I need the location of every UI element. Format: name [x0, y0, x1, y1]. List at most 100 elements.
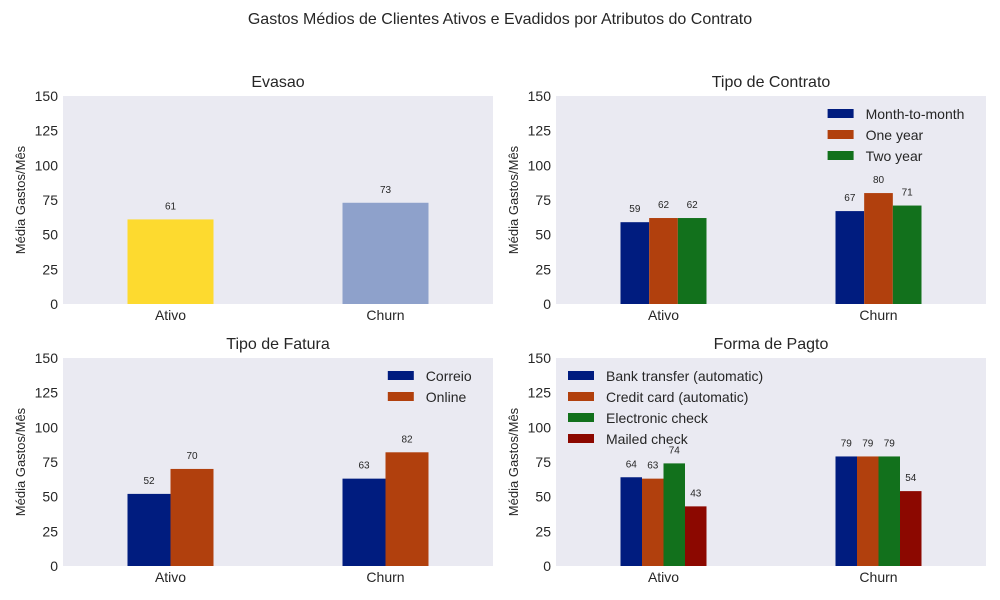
- legend-swatch: [387, 392, 414, 401]
- panel-title: Evasao: [251, 74, 304, 91]
- y-tick-label: 125: [35, 385, 59, 401]
- y-tick-label: 50: [42, 489, 58, 505]
- y-tick-label: 150: [528, 350, 552, 366]
- y-tick-label: 75: [42, 454, 58, 470]
- bar-value-label: 79: [862, 438, 874, 449]
- bar: [620, 222, 650, 304]
- y-tick-label: 150: [35, 88, 59, 104]
- bar-value-label: 67: [844, 193, 856, 204]
- bar-value-label: 54: [905, 473, 917, 484]
- bar-value-label: 82: [401, 434, 413, 445]
- x-tick-label: Ativo: [648, 569, 679, 585]
- legend-swatch: [387, 371, 414, 380]
- panel-title: Forma de Pagto: [714, 336, 829, 353]
- bar: [127, 219, 214, 304]
- bar-value-label: 70: [186, 451, 198, 462]
- y-tick-label: 0: [543, 296, 551, 312]
- legend-label: Credit card (automatic): [606, 389, 748, 405]
- y-tick-label: 150: [528, 88, 552, 104]
- y-tick-label: 100: [528, 419, 552, 435]
- legend-swatch: [827, 151, 854, 160]
- bar-value-label: 63: [358, 461, 370, 472]
- bar: [835, 211, 865, 304]
- y-tick-label: 50: [42, 227, 58, 243]
- legend-swatch: [827, 130, 854, 139]
- bar: [385, 452, 429, 566]
- legend-swatch: [827, 109, 854, 118]
- panel-title: Tipo de Contrato: [712, 74, 831, 91]
- bar-value-label: 79: [884, 438, 896, 449]
- y-tick-label: 50: [535, 227, 551, 243]
- bar-value-label: 59: [629, 204, 641, 215]
- y-tick-label: 125: [528, 123, 552, 139]
- bar: [900, 491, 922, 566]
- y-axis-label: Média Gastos/Mês: [506, 145, 521, 254]
- bar-value-label: 73: [380, 185, 392, 196]
- y-tick-label: 0: [50, 296, 58, 312]
- bar: [864, 193, 893, 304]
- legend-label: Online: [426, 389, 467, 405]
- bar: [857, 456, 879, 566]
- y-tick-label: 100: [35, 157, 59, 173]
- legend-swatch: [568, 434, 594, 443]
- bar: [127, 493, 171, 566]
- bar: [878, 456, 900, 566]
- y-tick-label: 75: [535, 192, 551, 208]
- y-axis-label: Média Gastos/Mês: [506, 407, 521, 516]
- y-tick-label: 100: [528, 157, 552, 173]
- legend-label: Bank transfer (automatic): [606, 368, 763, 384]
- legend-swatch: [568, 392, 594, 401]
- y-tick-label: 75: [535, 454, 551, 470]
- panel-title: Tipo de Fatura: [226, 336, 330, 353]
- bar-value-label: 62: [658, 200, 670, 211]
- bar-value-label: 52: [143, 476, 155, 487]
- bar-value-label: 64: [626, 459, 638, 470]
- bar-value-label: 71: [902, 188, 914, 199]
- y-tick-label: 75: [42, 192, 58, 208]
- y-tick-label: 25: [535, 261, 551, 277]
- y-tick-label: 25: [42, 523, 58, 539]
- legend-swatch: [568, 371, 594, 380]
- y-axis-label: Média Gastos/Mês: [13, 407, 28, 516]
- y-tick-label: 125: [35, 123, 59, 139]
- legend-label: Mailed check: [606, 431, 689, 447]
- bar: [663, 463, 685, 566]
- bar-value-label: 63: [647, 461, 659, 472]
- bar: [892, 205, 922, 304]
- y-tick-label: 0: [50, 558, 58, 574]
- y-tick-label: 125: [528, 385, 552, 401]
- bar-value-label: 79: [841, 438, 853, 449]
- legend-label: Correio: [426, 368, 472, 384]
- bar: [342, 202, 429, 304]
- y-tick-label: 25: [535, 523, 551, 539]
- x-tick-label: Churn: [366, 307, 404, 323]
- y-tick-label: 25: [42, 261, 58, 277]
- bar: [170, 468, 214, 566]
- bar-value-label: 74: [669, 445, 681, 456]
- legend-label: Two year: [866, 148, 923, 164]
- bar-value-label: 61: [165, 201, 177, 212]
- bar: [642, 478, 664, 566]
- x-tick-label: Ativo: [648, 307, 679, 323]
- x-tick-label: Churn: [859, 307, 897, 323]
- bar: [649, 218, 678, 304]
- y-axis-label: Média Gastos/Mês: [13, 145, 28, 254]
- x-tick-label: Ativo: [155, 569, 186, 585]
- bar-value-label: 80: [873, 175, 885, 186]
- legend-swatch: [568, 413, 594, 422]
- bar: [677, 218, 707, 304]
- y-tick-label: 50: [535, 489, 551, 505]
- y-tick-label: 0: [543, 558, 551, 574]
- legend-label: Electronic check: [606, 410, 709, 426]
- bar-value-label: 62: [687, 200, 699, 211]
- y-tick-label: 100: [35, 419, 59, 435]
- x-tick-label: Churn: [366, 569, 404, 585]
- y-tick-label: 150: [35, 350, 59, 366]
- x-tick-label: Churn: [859, 569, 897, 585]
- legend-label: Month-to-month: [866, 106, 965, 122]
- x-tick-label: Ativo: [155, 307, 186, 323]
- bar: [685, 506, 707, 566]
- bar: [342, 478, 386, 566]
- bar: [835, 456, 857, 566]
